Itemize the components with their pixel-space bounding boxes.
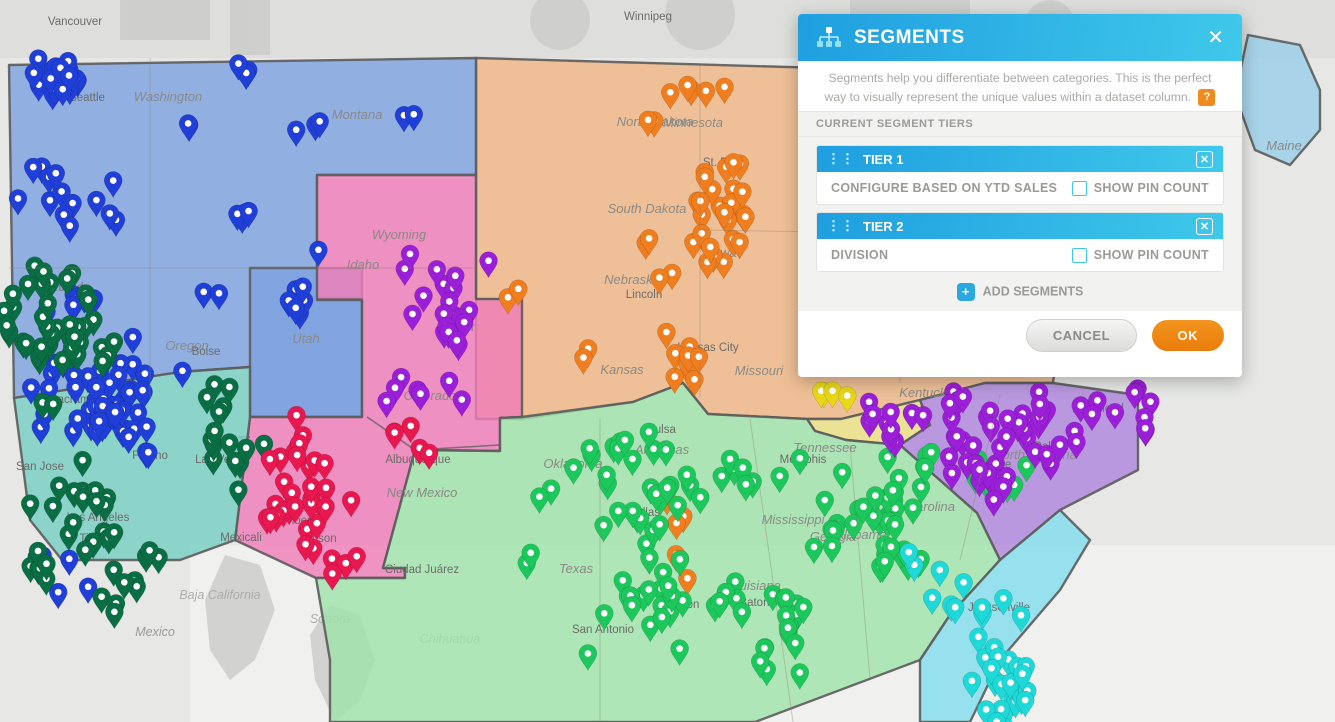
svg-text:Washington: Washington [134,89,202,104]
svg-text:Ciudad Juárez: Ciudad Juárez [385,564,459,576]
svg-text:Baja California: Baja California [179,588,260,602]
svg-text:Wyoming: Wyoming [372,227,427,242]
svg-text:Maine: Maine [1266,138,1301,153]
svg-text:Mississippi: Mississippi [762,512,826,527]
svg-text:New Mexico: New Mexico [387,485,458,500]
svg-text:Vancouver: Vancouver [48,16,102,28]
svg-text:Kansas: Kansas [600,362,644,377]
svg-text:Idaho: Idaho [347,257,380,272]
svg-text:Texas: Texas [559,561,594,576]
svg-text:Mexico: Mexico [135,625,175,639]
svg-text:Mexicali: Mexicali [220,532,262,544]
svg-text:Montana: Montana [332,107,383,122]
svg-text:Utah: Utah [292,331,319,346]
svg-text:Boise: Boise [192,346,221,358]
svg-text:South Dakota: South Dakota [608,201,687,216]
svg-text:Minnesota: Minnesota [663,115,723,130]
svg-text:San Jose: San Jose [16,461,64,473]
svg-text:Missouri: Missouri [735,363,785,378]
svg-text:Winnipeg: Winnipeg [624,11,672,23]
svg-text:Lincoln: Lincoln [626,289,662,301]
